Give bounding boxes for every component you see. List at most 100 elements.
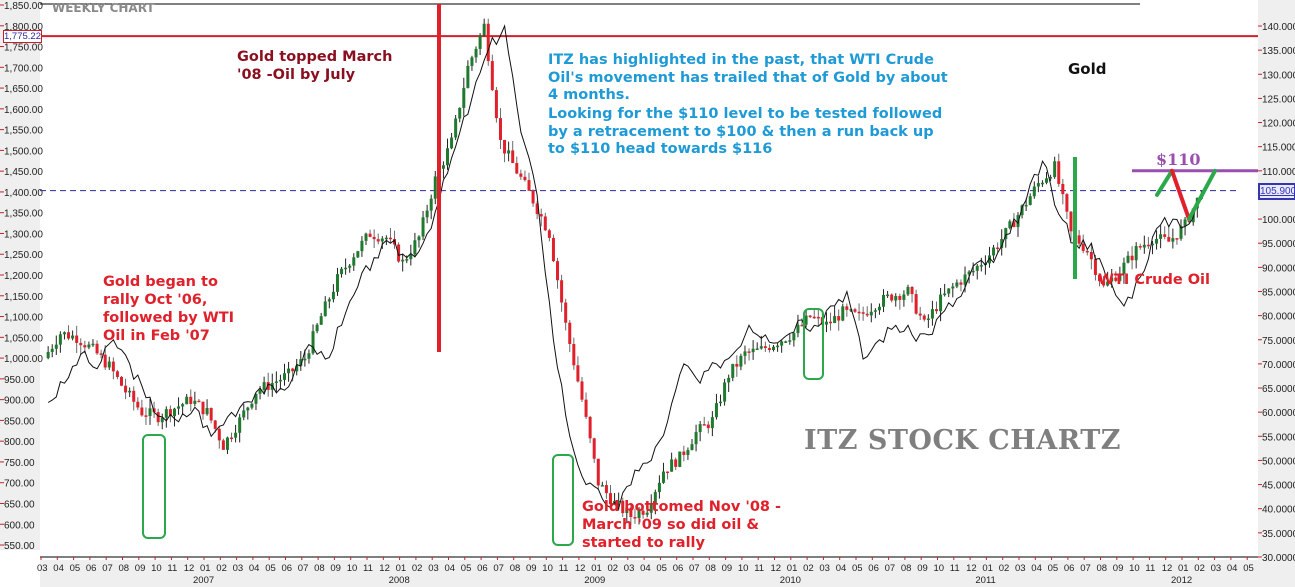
candle-up	[384, 237, 388, 240]
candle-up	[446, 148, 449, 166]
candle-down	[1130, 255, 1134, 261]
month-label: 04	[249, 563, 260, 574]
candle-up	[470, 57, 474, 66]
month-label: 06	[282, 563, 293, 574]
candle-down	[136, 401, 140, 408]
year-label: 2010	[780, 575, 801, 586]
candle-down	[1175, 238, 1179, 240]
right-tick-label: 120.000	[1262, 119, 1295, 130]
candle-up	[792, 333, 796, 341]
candle-up	[1049, 177, 1053, 179]
month-label: 01	[396, 563, 407, 574]
month-label: 02	[608, 563, 619, 574]
left-tick-label: 1,550.00	[4, 126, 43, 137]
candle-up	[1106, 281, 1110, 286]
candle-down	[132, 390, 136, 402]
candle-down	[1146, 244, 1150, 247]
month-label: 04	[640, 563, 651, 574]
month-label: 05	[265, 563, 276, 574]
right-tick-label: 65.0000	[1262, 384, 1295, 395]
right-tick-label: 135.000	[1262, 46, 1295, 57]
candle-up	[600, 485, 604, 487]
left-tick-label: 1,250.00	[4, 250, 43, 261]
month-label: 03	[1211, 563, 1222, 574]
candle-up	[1040, 182, 1044, 185]
left-tick-label: 1,350.00	[4, 209, 43, 220]
candle-up	[841, 306, 845, 321]
candle-up	[780, 341, 784, 346]
candle-up	[670, 459, 674, 472]
right-tick-label: 85.0000	[1262, 287, 1295, 298]
right-tick-label: 90.0000	[1262, 263, 1295, 274]
candle-down	[580, 381, 584, 400]
candle-down	[168, 409, 172, 417]
candle-down	[523, 176, 527, 181]
candle-up	[1000, 239, 1004, 248]
candle-up	[462, 87, 466, 108]
month-label: 11	[559, 563, 569, 574]
month-label: 12	[184, 563, 195, 574]
right-tick-label: 55.0000	[1262, 432, 1295, 443]
candle-up	[474, 48, 478, 58]
candle-down	[763, 346, 767, 349]
candle-down	[829, 321, 833, 324]
candle-down	[576, 365, 580, 382]
candle-down	[547, 230, 551, 238]
candle-up	[979, 265, 983, 267]
candle-up	[751, 348, 755, 353]
left-axis-ticks: 1,850.00 1,800.00 1,750.00 1,700.00 1,650.00…	[0, 1, 43, 552]
year-label: 2012	[1171, 575, 1192, 586]
candle-down	[1069, 211, 1073, 232]
candle-down	[1012, 221, 1016, 228]
candle-down	[1065, 194, 1069, 212]
candle-down	[490, 61, 494, 91]
candle-up	[54, 344, 58, 349]
month-label: 01	[982, 563, 993, 574]
candle-up	[315, 324, 319, 332]
month-label: 09	[1113, 563, 1124, 574]
month-label: 09	[722, 563, 733, 574]
candle-up	[262, 382, 266, 390]
candle-down	[845, 306, 849, 310]
left-tick-label: 900.00	[4, 396, 35, 407]
month-label: 12	[575, 563, 586, 574]
candle-up	[417, 236, 421, 241]
candle-down	[556, 261, 560, 281]
candle-up	[653, 492, 657, 505]
candle-up	[58, 334, 62, 345]
highlight-feb-2010	[803, 308, 824, 380]
time-axis: 03 04 05 06 07 08 09 10 11 12 01 02 03 04 05 06 07 08 09 10…	[37, 556, 1258, 586]
month-label: 03	[233, 563, 244, 574]
oil-line	[47, 24, 1206, 510]
candle-up	[1134, 246, 1138, 261]
month-label: 03	[37, 563, 48, 574]
candle-up	[274, 381, 278, 384]
candle-up	[421, 217, 425, 237]
candle-up	[307, 353, 311, 359]
candle-down	[1102, 281, 1106, 286]
candle-up	[731, 363, 735, 378]
candle-up	[723, 382, 727, 402]
candle-up	[128, 390, 132, 393]
candle-up	[478, 35, 482, 49]
right-tick-label: 35.0000	[1262, 529, 1295, 540]
candle-down	[368, 233, 372, 237]
candle-up	[234, 432, 238, 438]
candle-down	[140, 407, 144, 416]
right-axis-ticks: 140.000 135.000 130.000 125.000 120.000 115.0…	[1258, 22, 1295, 564]
left-tick-label: 850.00	[4, 416, 35, 427]
month-label: 12	[966, 563, 977, 574]
left-tick-label: 1,000.00	[4, 354, 43, 365]
candle-up	[356, 251, 360, 258]
candle-down	[111, 361, 115, 372]
candle-up	[943, 293, 947, 296]
month-label: 08	[119, 563, 130, 574]
candle-up	[1004, 228, 1008, 240]
candle-down	[857, 311, 861, 314]
left-tick-label: 1,600.00	[4, 105, 43, 116]
left-tick-label: 750.00	[4, 458, 35, 469]
reference-lines	[40, 3, 1258, 192]
month-label: 05	[852, 563, 863, 574]
candle-down	[604, 485, 608, 494]
